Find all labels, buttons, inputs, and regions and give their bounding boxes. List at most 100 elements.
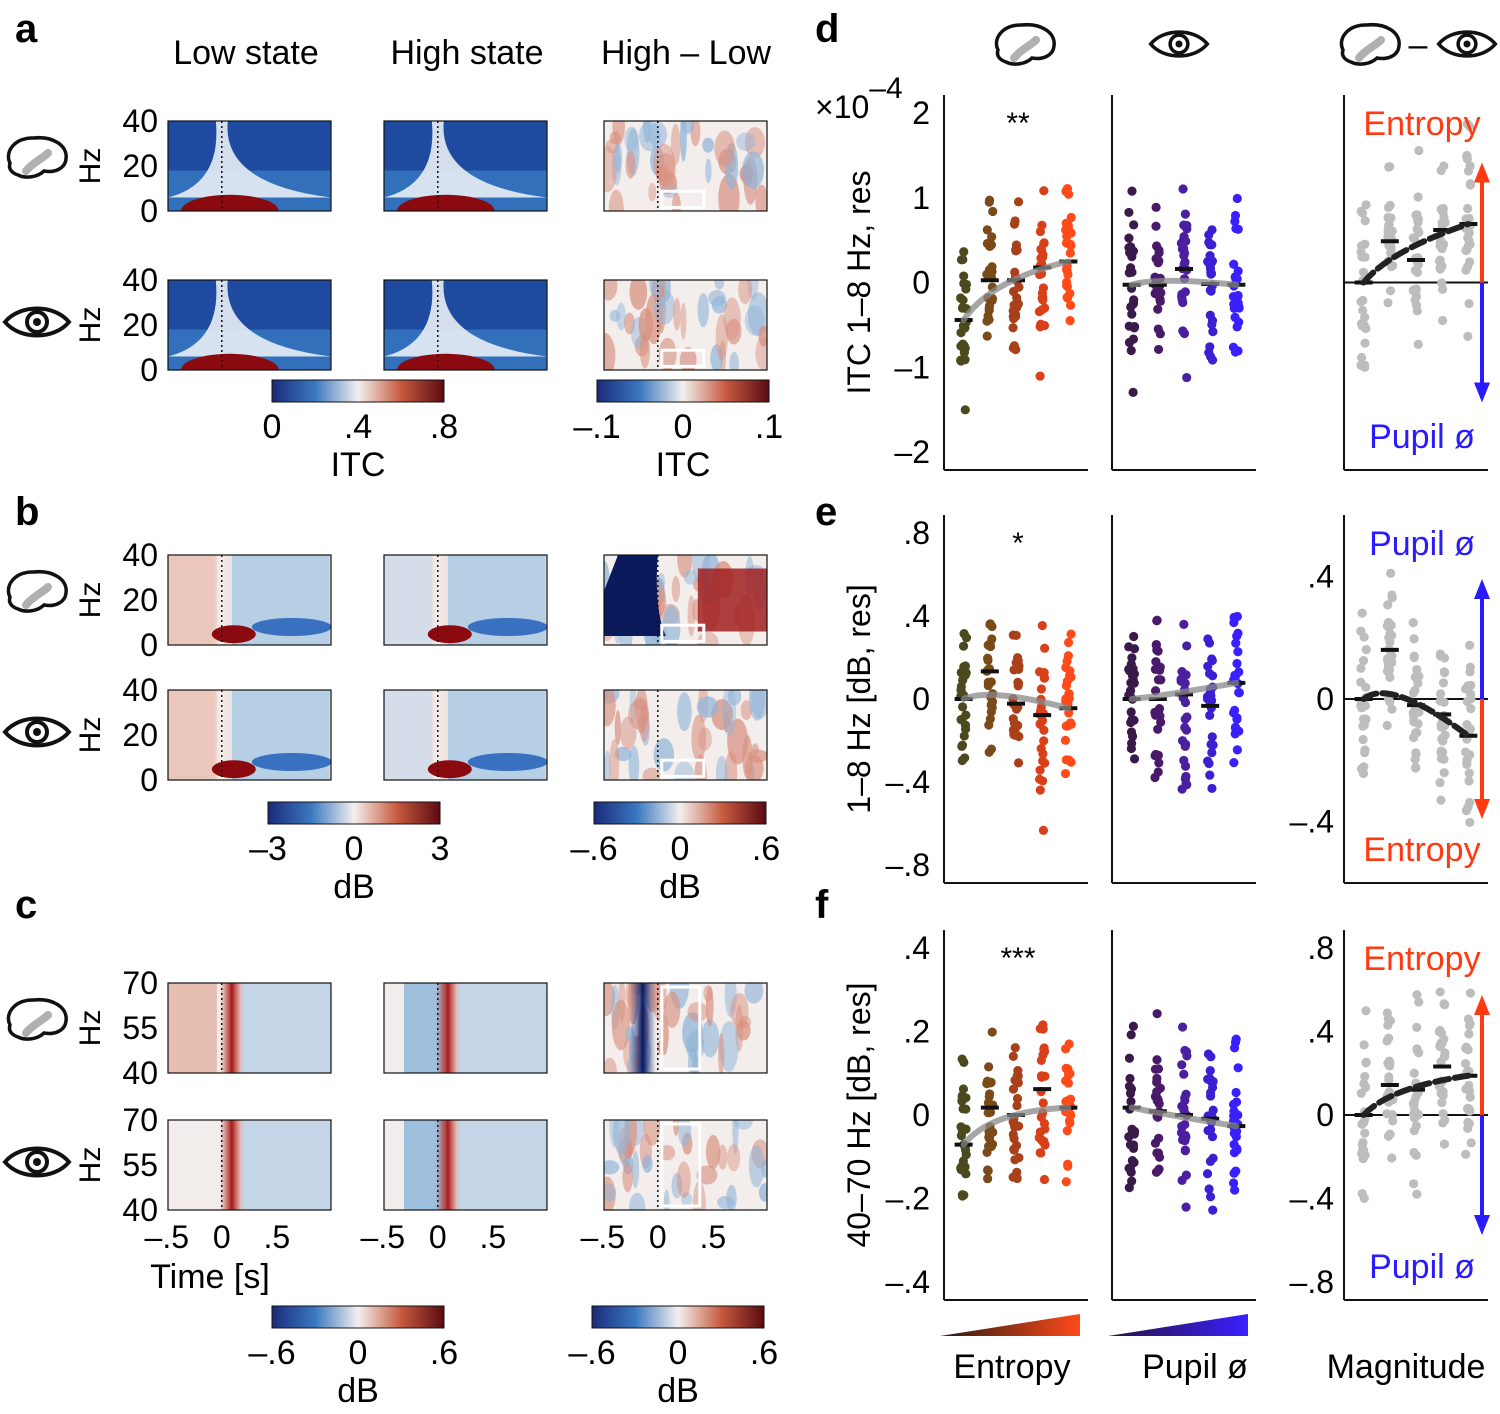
ytick-label: –.8 — [886, 847, 930, 883]
fit-line — [960, 1104, 1072, 1148]
data-point — [1233, 647, 1243, 657]
data-point — [1412, 267, 1423, 278]
data-point — [956, 1122, 966, 1132]
data-point — [1153, 304, 1163, 314]
roi-box — [660, 623, 706, 643]
data-point — [1383, 600, 1393, 610]
freq-tick-label: 40 — [122, 672, 158, 708]
heatmap-a-brain-high — [383, 120, 548, 212]
colorbar-label: dB — [337, 1372, 379, 1410]
data-point — [1128, 1140, 1139, 1150]
data-point — [1154, 704, 1165, 714]
data-point — [1127, 1124, 1137, 1134]
exponent-power: –4 — [869, 72, 902, 105]
heatmap-c-brain-diff — [603, 982, 768, 1074]
data-point — [1150, 750, 1160, 761]
data-point — [1203, 634, 1213, 644]
data-point — [1061, 186, 1071, 196]
data-point — [1150, 1138, 1161, 1148]
data-point — [1439, 1139, 1449, 1149]
data-point — [1357, 352, 1367, 363]
data-point — [1127, 1176, 1137, 1186]
time-tick-label: –.5 — [361, 1219, 405, 1255]
data-point — [1414, 145, 1424, 156]
data-point — [1440, 668, 1450, 678]
data-point — [1360, 338, 1370, 348]
fit-line — [960, 258, 1072, 323]
data-point — [1153, 324, 1163, 334]
data-point — [1125, 666, 1135, 676]
time-tick-label: .5 — [479, 1219, 506, 1255]
data-point — [1012, 293, 1022, 303]
hz-axis-label: Hz — [74, 717, 107, 754]
data-point — [1205, 351, 1216, 362]
freq-tick-label: 0 — [140, 627, 158, 663]
data-point — [1205, 1066, 1215, 1076]
heatmap-a-eye-diff — [603, 279, 768, 371]
data-point — [1384, 162, 1394, 172]
data-point — [1230, 670, 1240, 680]
freq-tick-label: 0 — [140, 193, 158, 229]
data-point — [1039, 736, 1049, 746]
data-point — [1063, 637, 1074, 648]
data-point — [959, 629, 969, 639]
ytick-label: –.2 — [886, 1181, 930, 1217]
data-point — [1129, 220, 1139, 230]
significance-label: *** — [1000, 942, 1035, 975]
data-point — [1182, 372, 1192, 383]
data-point — [1361, 714, 1371, 724]
data-point — [1013, 660, 1023, 670]
fit-line — [1360, 690, 1472, 739]
data-point — [1035, 226, 1045, 237]
freq-tick-label: 40 — [122, 262, 158, 298]
data-point — [1382, 621, 1392, 631]
data-point — [1463, 1103, 1473, 1113]
data-point — [1208, 740, 1218, 750]
data-point — [1232, 322, 1242, 332]
freq-tick-label: 40 — [122, 103, 158, 139]
data-point — [1387, 1153, 1397, 1163]
data-point — [1035, 1148, 1045, 1158]
eye-icon — [3, 1146, 71, 1178]
data-point — [1037, 620, 1047, 631]
data-point — [1038, 283, 1049, 293]
data-point — [1179, 1105, 1189, 1115]
data-point — [1439, 999, 1449, 1009]
hz-axis-label: Hz — [74, 1147, 107, 1184]
data-point — [1384, 1033, 1394, 1043]
data-point — [1208, 1205, 1218, 1215]
data-point — [1126, 263, 1136, 273]
data-point — [1129, 754, 1140, 764]
heatmap-a-eye-low — [167, 279, 332, 371]
data-point — [1038, 1020, 1048, 1030]
data-point — [959, 278, 969, 289]
data-point — [1462, 759, 1472, 769]
data-point — [1206, 269, 1216, 279]
data-point — [1009, 341, 1019, 351]
freq-tick-label: 0 — [140, 762, 158, 798]
data-point — [1409, 634, 1419, 644]
heatmap-c-brain-high — [383, 982, 548, 1074]
magnitude-ytick-label: .4 — [1307, 558, 1334, 594]
data-point — [1009, 1134, 1019, 1144]
data-point — [958, 675, 968, 685]
data-point — [1232, 193, 1242, 204]
data-point — [1039, 1174, 1050, 1185]
data-point — [1465, 797, 1475, 808]
data-point — [1409, 1147, 1419, 1158]
data-point — [1232, 713, 1242, 723]
data-point — [1408, 688, 1418, 698]
magnitude-top-label: Entropy — [1363, 105, 1480, 143]
data-point — [1036, 684, 1047, 694]
data-point — [1038, 749, 1048, 759]
data-point — [1012, 1093, 1023, 1104]
data-point — [1154, 248, 1164, 258]
data-point — [1126, 707, 1136, 717]
data-point — [959, 271, 969, 281]
data-point — [1010, 1043, 1020, 1053]
data-point — [1461, 245, 1471, 256]
data-point — [1180, 1146, 1190, 1156]
data-point — [983, 677, 993, 687]
data-point — [1233, 266, 1243, 276]
